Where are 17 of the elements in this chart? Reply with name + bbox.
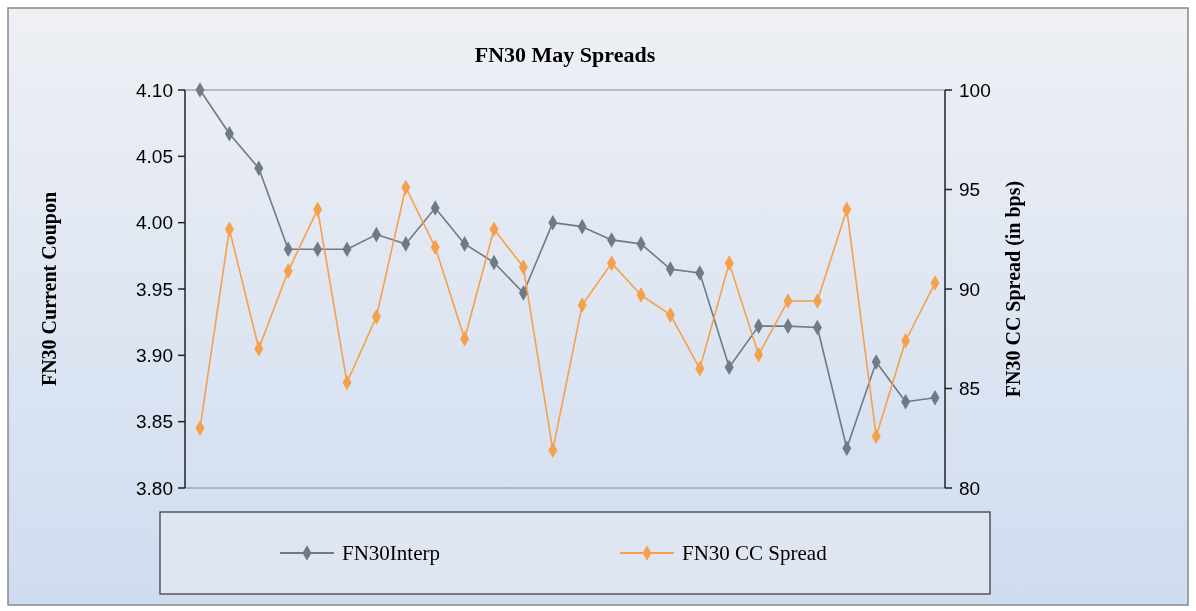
y-tick-label: 3.85 [136,411,173,433]
y-tick-label: 3.95 [136,278,173,300]
y-tick-label: 3.90 [136,344,173,366]
y2-tick-label: 85 [959,378,981,400]
y2-tick-label: 80 [959,477,981,499]
y-tick-label: 4.00 [136,212,173,234]
y-tick-label: 4.10 [136,79,173,101]
y-axis-title: FN30 Current Coupon [38,191,61,387]
y-tick-label: 3.80 [136,477,173,499]
y2-tick-label: 100 [959,79,991,101]
legend-label: FN30 CC Spread [682,541,828,566]
y2-tick-label: 90 [959,278,981,300]
y2-axis-title: FN30 CC Spread (in bps) [1002,180,1025,398]
y2-tick-label: 95 [959,179,981,201]
chart-title: FN30 May Spreads [474,42,656,67]
y-tick-label: 4.05 [136,145,173,167]
legend-label: FN30Interp [342,541,440,566]
